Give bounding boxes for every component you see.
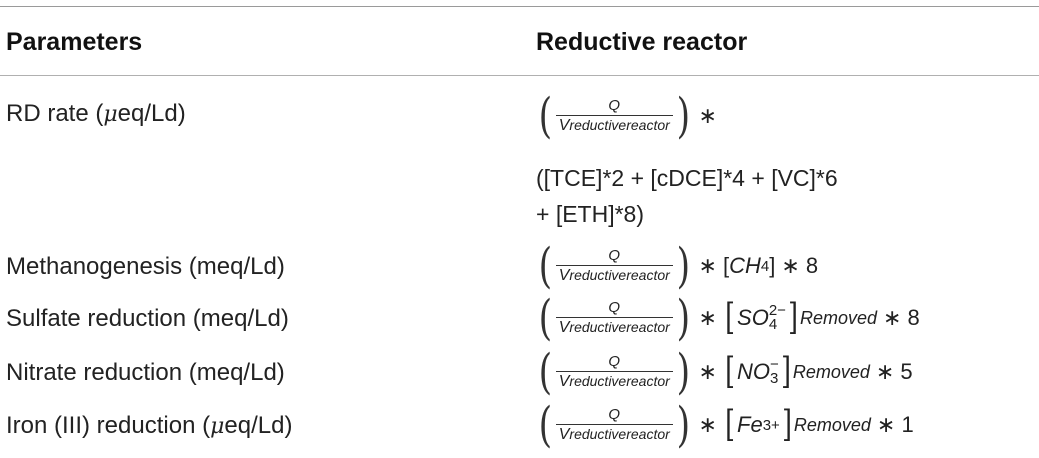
param-methanogenesis: Methanogenesis (meq/Ld) <box>6 253 285 280</box>
left-paren: ( <box>538 88 553 144</box>
header-rule <box>0 75 1039 76</box>
formula-sulfate-reduction: ( Q Vreductivereactor ) ∗ [SO 2− 4] Removed… <box>538 290 920 346</box>
formula-nitrate-reduction: ( Q Vreductivereactor ) ∗ [NO −3] Removed … <box>538 344 913 400</box>
param-nitrate-reduction: Nitrate reduction (meq/Ld) <box>6 359 285 386</box>
formula-iron-reduction: ( Q Vreductivereactor ) ∗ [Fe 3+] Removed … <box>538 397 914 453</box>
param-rd-rate: RD rate (μeq/Ld) <box>6 100 186 127</box>
right-paren: ) <box>676 88 690 144</box>
header-parameters: Parameters <box>6 28 143 56</box>
formula-methanogenesis: ( Q Vreductivereactor ) ∗ [CH 4] ∗ 8 <box>538 238 819 294</box>
fraction: Q Vreductivereactor <box>555 97 673 135</box>
top-rule <box>0 6 1039 7</box>
formula-rd-rate-line3: + [ETH]*8) <box>536 201 645 227</box>
header-reductive-reactor: Reductive reactor <box>536 28 748 56</box>
formula-rd-rate-line2: ([TCE]*2 + [cDCE]*4 + [VC]*6 <box>536 165 838 191</box>
formula-rd-rate: ( Q Vreductivereactor ) ∗ <box>538 88 717 144</box>
param-iron-reduction: Iron (III) reduction (μeq/Ld) <box>6 412 293 439</box>
param-sulfate-reduction: Sulfate reduction (meq/Ld) <box>6 305 289 332</box>
